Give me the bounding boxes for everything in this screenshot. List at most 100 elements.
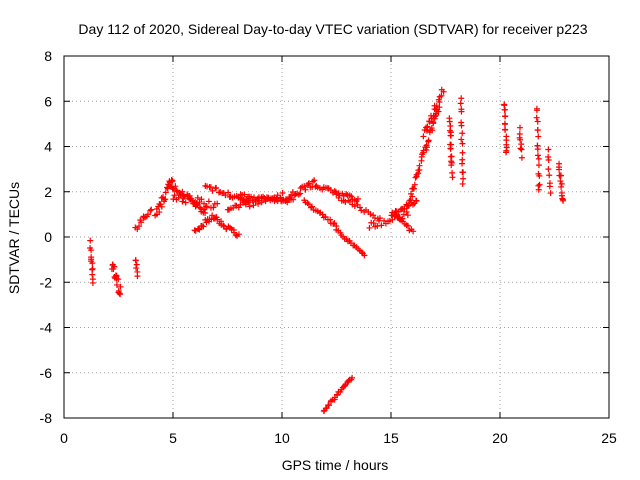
data-point xyxy=(366,224,373,231)
data-point xyxy=(412,174,419,181)
data-point xyxy=(534,152,541,159)
data-point xyxy=(177,191,184,198)
data-point xyxy=(426,118,433,125)
x-axis-label: GPS time / hours xyxy=(282,457,389,473)
data-point xyxy=(430,112,437,119)
data-point xyxy=(180,195,187,202)
data-point xyxy=(209,212,216,219)
data-point xyxy=(354,195,361,202)
data-point xyxy=(201,200,208,207)
data-point xyxy=(517,136,524,143)
data-point xyxy=(302,186,309,193)
data-point xyxy=(330,220,337,227)
data-point xyxy=(423,124,430,131)
data-point xyxy=(545,157,552,164)
data-point xyxy=(250,202,257,209)
data-point xyxy=(331,188,338,195)
data-point xyxy=(432,106,439,113)
data-layer xyxy=(87,86,567,415)
data-point xyxy=(534,118,541,125)
data-point xyxy=(134,273,141,280)
data-point xyxy=(196,204,203,211)
data-point xyxy=(374,223,381,230)
data-point xyxy=(536,172,543,179)
data-point xyxy=(343,190,350,197)
data-point xyxy=(409,193,416,200)
data-point xyxy=(459,180,466,187)
data-point xyxy=(248,193,255,200)
data-point xyxy=(232,232,239,239)
data-point xyxy=(311,177,318,184)
data-point xyxy=(172,183,179,190)
data-point xyxy=(304,200,311,207)
data-point xyxy=(254,195,261,202)
data-point xyxy=(309,203,316,210)
data-point xyxy=(458,95,465,102)
data-point xyxy=(335,194,342,201)
data-point xyxy=(194,194,201,201)
x-tick-label: 5 xyxy=(169,430,177,446)
data-point xyxy=(349,374,356,381)
data-point xyxy=(285,196,292,203)
data-point xyxy=(148,206,155,213)
x-tick-label: 25 xyxy=(601,430,617,446)
y-tick-label: -4 xyxy=(40,320,53,336)
data-point xyxy=(447,132,454,139)
data-point xyxy=(203,203,210,210)
data-point xyxy=(518,141,525,148)
data-point xyxy=(459,160,466,167)
data-point xyxy=(424,123,431,130)
data-point xyxy=(546,183,553,190)
data-point xyxy=(193,200,200,207)
data-point xyxy=(546,172,553,179)
chart-title: Day 112 of 2020, Sidereal Day-to-day VTE… xyxy=(78,21,587,37)
data-point xyxy=(89,271,96,278)
data-point xyxy=(518,146,525,153)
data-point xyxy=(117,291,124,298)
data-point xyxy=(171,192,178,199)
data-point xyxy=(438,92,445,99)
data-point xyxy=(503,149,510,156)
data-point xyxy=(409,201,416,208)
data-point xyxy=(213,184,220,191)
data-point xyxy=(535,133,542,140)
data-point xyxy=(196,226,203,233)
data-point xyxy=(162,189,169,196)
data-point xyxy=(235,231,242,238)
data-point xyxy=(536,181,543,188)
data-point xyxy=(502,113,509,120)
data-point xyxy=(214,216,221,223)
data-point xyxy=(376,215,383,222)
data-point xyxy=(245,199,252,206)
data-point xyxy=(220,222,227,229)
data-point xyxy=(113,281,120,288)
data-point xyxy=(413,197,420,204)
data-point xyxy=(440,88,447,95)
data-point xyxy=(202,203,209,210)
data-point xyxy=(518,154,525,161)
data-point xyxy=(446,127,453,134)
data-point xyxy=(413,173,420,180)
data-point xyxy=(246,203,253,210)
data-point xyxy=(558,180,565,187)
data-point xyxy=(558,183,565,190)
data-point xyxy=(534,126,541,133)
x-tick-label: 0 xyxy=(60,430,68,446)
data-point xyxy=(210,204,217,211)
data-point xyxy=(401,205,408,212)
data-point xyxy=(205,198,212,205)
data-point xyxy=(517,145,524,152)
data-point xyxy=(457,100,464,107)
data-point xyxy=(348,193,355,200)
tick-layer: 0 5 10 15 20 25 -8 -6 -4 -2 0 2 4 6 8 xyxy=(40,48,617,446)
data-point xyxy=(258,199,265,206)
data-point xyxy=(301,183,308,190)
data-point xyxy=(533,107,540,114)
y-tick-label: 6 xyxy=(44,93,52,109)
data-point xyxy=(560,197,567,204)
data-point xyxy=(305,201,312,208)
data-point xyxy=(88,247,95,254)
data-point xyxy=(534,146,541,153)
data-point xyxy=(179,188,186,195)
